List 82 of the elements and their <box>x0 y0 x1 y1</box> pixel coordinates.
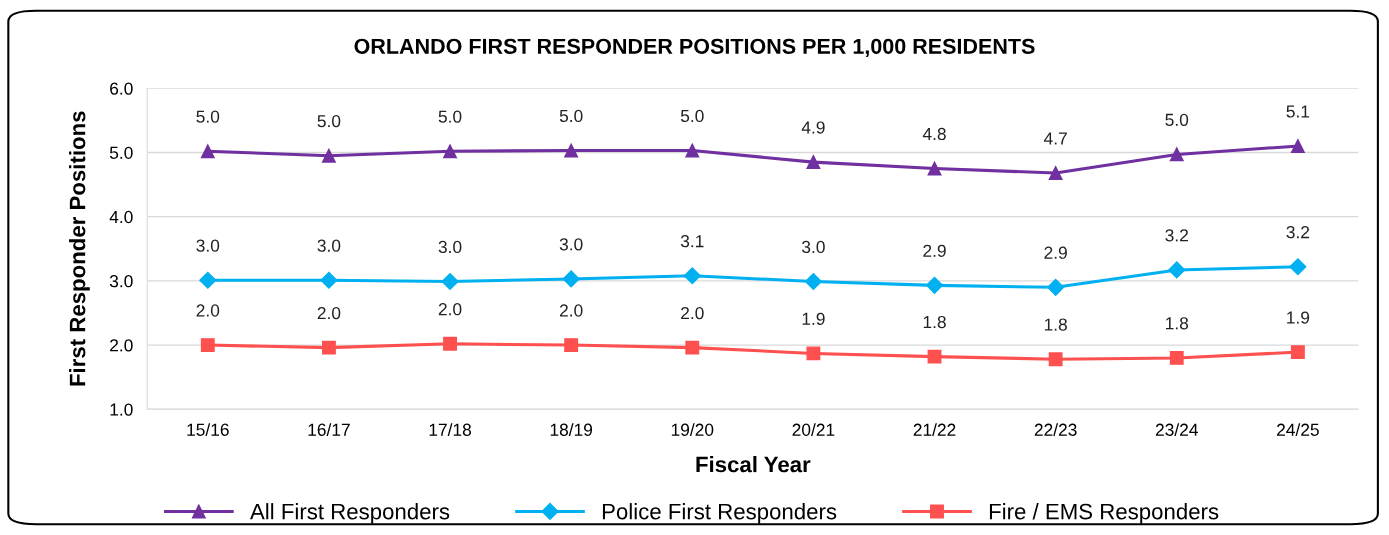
point <box>1289 258 1307 276</box>
point <box>925 276 944 294</box>
point <box>564 143 579 158</box>
y-tick-label: 2.0 <box>110 339 133 352</box>
point <box>804 272 822 291</box>
data-label: 1.8 <box>923 315 946 329</box>
data-label: 1.8 <box>1044 318 1067 331</box>
x-tick-label: 21/22 <box>913 423 956 436</box>
y-tick-label: 1.0 <box>110 403 133 416</box>
data-label: 5.0 <box>559 109 583 123</box>
data-label: 4.7 <box>1043 132 1067 145</box>
data-label: 2.0 <box>438 303 462 316</box>
y-tick-label: 4.0 <box>109 210 133 224</box>
legend-label: Police First Responders <box>602 503 837 524</box>
x-tick-label: 20/21 <box>792 423 835 436</box>
data-label: 3.0 <box>559 238 583 251</box>
point <box>1290 139 1305 154</box>
point <box>1169 147 1184 162</box>
x-tick-label: 19/20 <box>671 423 714 436</box>
x-tick-label: 18/19 <box>550 423 593 436</box>
point <box>199 271 217 289</box>
data-label: 2.0 <box>317 306 341 320</box>
y-axis-title: First Responder Positions <box>69 111 90 386</box>
point <box>200 338 215 353</box>
legend-label: All First Responders <box>250 503 450 524</box>
point <box>1048 352 1063 367</box>
y-tick-label: 5.0 <box>109 146 133 159</box>
data-label: 3.0 <box>196 239 220 252</box>
data-label: 4.9 <box>801 121 825 134</box>
data-label: 5.0 <box>196 110 220 123</box>
data-label: 2.9 <box>923 244 946 257</box>
data-label: 1.8 <box>1166 317 1189 330</box>
data-label: 5.0 <box>680 109 704 123</box>
data-label: 2.0 <box>196 304 220 317</box>
point <box>685 143 700 158</box>
point <box>564 338 579 353</box>
point <box>441 272 459 291</box>
point <box>562 270 580 288</box>
x-axis-title: Fiscal Year <box>696 456 811 473</box>
y-tick-label: 6.0 <box>110 82 133 95</box>
data-label: 2.0 <box>681 306 704 320</box>
data-label: 3.0 <box>317 239 341 252</box>
point <box>443 336 457 351</box>
x-tick-label: 24/25 <box>1277 423 1319 436</box>
point <box>321 340 336 355</box>
point <box>685 340 700 355</box>
data-label: 5.0 <box>1165 113 1189 126</box>
x-tick-label: 23/24 <box>1155 423 1198 436</box>
point <box>1290 345 1305 360</box>
data-label: 3.2 <box>1286 226 1310 239</box>
data-label: 3.1 <box>680 235 704 248</box>
point <box>200 144 215 159</box>
chart-title: ORLANDO FIRST RESPONDER POSITIONS PER 1,000 RESIDENTS <box>354 38 1035 58</box>
point <box>1168 261 1186 279</box>
data-label: 4.8 <box>922 127 946 141</box>
data-label: 5.0 <box>438 110 462 123</box>
point <box>927 161 942 176</box>
point <box>927 349 942 364</box>
point <box>1048 166 1063 180</box>
point <box>1047 278 1065 296</box>
data-label: 2.9 <box>1044 246 1067 259</box>
point <box>443 144 457 159</box>
x-tick-label: 16/17 <box>308 423 350 436</box>
data-label: 3.2 <box>1165 229 1188 242</box>
data-label: 2.0 <box>559 304 583 317</box>
x-tick-label: 22/23 <box>1034 423 1077 436</box>
x-tick-label: 17/18 <box>429 423 472 436</box>
data-label: 5.1 <box>1286 105 1310 118</box>
point <box>806 155 821 170</box>
data-label: 5.0 <box>317 114 341 128</box>
data-label: 1.9 <box>1287 311 1310 324</box>
data-label: 1.9 <box>802 312 825 325</box>
data-label: 3.0 <box>801 240 825 254</box>
y-tick-label: 3.0 <box>109 275 133 288</box>
point <box>683 267 701 285</box>
point <box>321 148 336 163</box>
point <box>1169 350 1184 365</box>
point <box>320 271 338 289</box>
point <box>806 346 821 361</box>
x-tick-label: 15/16 <box>187 423 229 436</box>
legend-label: Fire / EMS Responders <box>989 503 1219 524</box>
data-label: 3.0 <box>438 240 462 254</box>
